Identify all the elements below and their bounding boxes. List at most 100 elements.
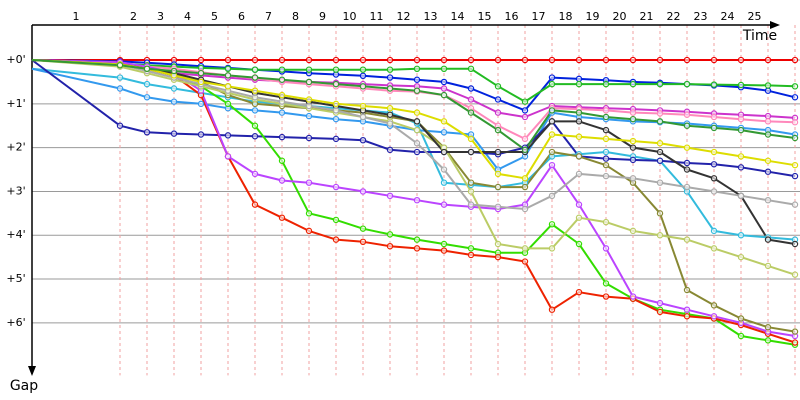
lap-label: 8 (292, 10, 299, 23)
lap-point (251, 133, 259, 140)
lap-point (359, 113, 367, 121)
lap-point (440, 118, 448, 125)
lap-point (764, 112, 772, 120)
lap-point (521, 56, 529, 64)
lap-point (656, 232, 664, 239)
lap-point (710, 188, 718, 195)
lap-point (548, 221, 556, 228)
lap-point (332, 56, 340, 64)
lap-point (629, 80, 637, 88)
lap-point (602, 148, 610, 156)
lap-point (764, 118, 772, 125)
lap-point (548, 74, 556, 81)
lap-point (737, 253, 745, 261)
lap-point (575, 56, 583, 64)
lap-label: 2 (130, 10, 137, 23)
lap-point (656, 179, 664, 186)
lap-point (656, 140, 664, 147)
lap-label: 9 (319, 10, 326, 23)
lap-point (278, 109, 286, 116)
lap-point (278, 76, 286, 83)
lap-point (494, 170, 502, 178)
y-tick-label: +0' (6, 53, 25, 66)
lap-point (224, 65, 232, 73)
lap-point (602, 293, 610, 300)
lap-point (521, 146, 529, 154)
lap-point (764, 82, 772, 89)
lap-point (494, 183, 502, 191)
lap-point (764, 56, 772, 64)
lap-point (413, 87, 421, 94)
lap-label: 18 (559, 10, 573, 23)
lap-point (251, 122, 259, 129)
lap-point (602, 161, 610, 169)
lap-point (386, 242, 394, 250)
lap-point (494, 240, 502, 248)
lap-point (386, 85, 394, 92)
lap-point (305, 56, 313, 64)
lap-point (332, 115, 340, 123)
lap-point (764, 87, 772, 94)
lap-point (467, 188, 475, 195)
lap-point (413, 245, 421, 252)
lap-point (494, 148, 502, 156)
lap-point (332, 66, 340, 73)
lap-point (440, 78, 448, 86)
lap-point (251, 201, 259, 208)
lap-label: 5 (211, 10, 218, 23)
lap-point (359, 66, 367, 73)
lap-point (251, 107, 259, 114)
lap-point (737, 115, 745, 123)
y-axis-label: Gap (10, 378, 38, 394)
lap-point (548, 192, 556, 200)
lap-point (602, 113, 610, 121)
lap-point (278, 157, 286, 164)
lap-point (737, 315, 745, 322)
lap-point (791, 271, 799, 278)
lap-point (278, 66, 286, 73)
lap-point (764, 262, 772, 270)
lap-point (602, 155, 610, 162)
lap-point (521, 98, 529, 105)
lap-point (359, 72, 367, 80)
lap-point (440, 247, 448, 254)
series-line (31, 59, 796, 344)
lap-point (737, 232, 745, 239)
plot-area (31, 56, 799, 348)
y-tick-label: +6' (6, 316, 25, 329)
lap-point (656, 56, 664, 64)
lap-point (305, 179, 313, 186)
lap-point (305, 210, 313, 217)
lap-point (413, 76, 421, 83)
lap-point (710, 302, 718, 309)
lap-point (332, 216, 340, 224)
lap-point (548, 107, 556, 114)
lap-point (251, 94, 259, 101)
lap-point (143, 80, 151, 88)
lap-point (521, 245, 529, 252)
lap-point (332, 107, 340, 114)
y-tick-label: +4' (6, 228, 25, 241)
y-tick-label: +3' (6, 184, 25, 197)
lap-point (386, 74, 394, 81)
lap-point (683, 183, 691, 191)
lap-point (305, 102, 313, 110)
lap-point (791, 119, 799, 126)
lap-point (170, 85, 178, 92)
lap-point (602, 107, 610, 114)
lap-point (629, 227, 637, 235)
lap-point (386, 192, 394, 200)
lap-point (305, 96, 313, 103)
lap-point (629, 144, 637, 151)
lap-label: 3 (157, 10, 164, 23)
lap-point (629, 56, 637, 64)
lap-point (683, 306, 691, 313)
lap-point (656, 308, 664, 316)
lap-point (251, 170, 259, 178)
lap-point (440, 201, 448, 208)
lap-label: 23 (694, 10, 708, 23)
lap-point (737, 164, 745, 171)
lap-label: 16 (505, 10, 519, 23)
lap-point (413, 118, 421, 125)
